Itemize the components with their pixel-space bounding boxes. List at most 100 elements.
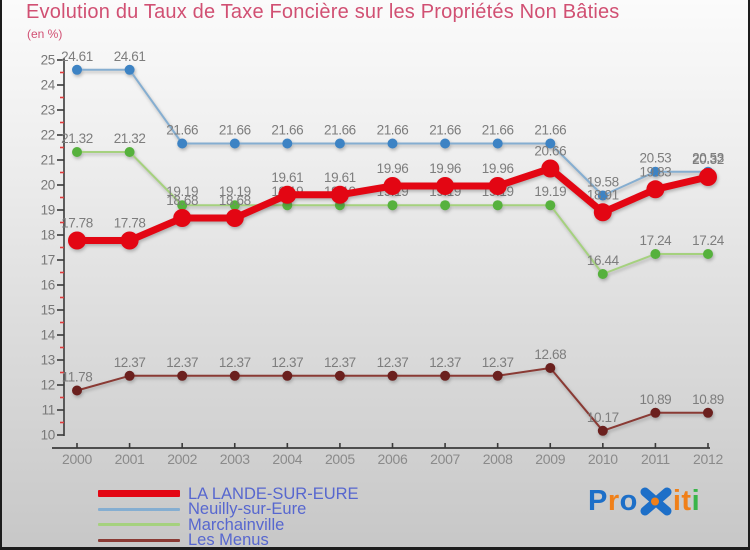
data-label: 20.66 bbox=[534, 144, 566, 159]
x-tick-label: 2009 bbox=[535, 451, 565, 467]
data-label: 19.96 bbox=[377, 161, 409, 176]
y-tick-label: 11 bbox=[42, 403, 55, 418]
y-tick-label: 19 bbox=[41, 203, 55, 218]
data-point bbox=[440, 138, 451, 149]
data-point bbox=[282, 138, 293, 149]
data-label: 17.78 bbox=[61, 216, 93, 231]
data-point bbox=[334, 138, 345, 149]
data-label: 12.37 bbox=[377, 355, 409, 370]
data-point bbox=[120, 231, 139, 250]
data-point bbox=[68, 231, 86, 250]
data-point bbox=[229, 370, 240, 381]
data-label: 19.96 bbox=[482, 161, 514, 176]
logo-letter: P bbox=[588, 485, 608, 517]
data-point bbox=[229, 200, 240, 211]
legend-label: Neuilly-sur-Eure bbox=[188, 500, 307, 518]
data-label: 20.32 bbox=[692, 152, 724, 167]
data-point bbox=[650, 249, 661, 259]
data-point bbox=[650, 407, 661, 418]
data-point bbox=[650, 166, 661, 177]
logo-letter: i bbox=[672, 485, 682, 517]
series-labels-neuilly-sur-eure: 24.61 24.61 21.66 21.66 21.66 21.66 21.66 21.66… bbox=[61, 49, 724, 190]
x-tick-label: 2006 bbox=[378, 451, 408, 467]
data-point bbox=[545, 200, 556, 211]
data-label: 12.68 bbox=[534, 347, 566, 362]
data-point bbox=[597, 190, 608, 201]
data-label: 21.66 bbox=[482, 123, 514, 138]
data-point bbox=[124, 64, 135, 75]
page-title: Evolution du Taux de Taxe Foncière sur l… bbox=[26, 1, 620, 23]
data-point bbox=[383, 177, 402, 195]
x-axis: 2000 2001 2002 2003 2004 2005 2006 2007 2008 2009… bbox=[52, 443, 724, 467]
legend-item-les-menus: Les Menus bbox=[98, 532, 359, 548]
data-point bbox=[703, 249, 713, 259]
data-point bbox=[177, 370, 188, 381]
data-point bbox=[387, 138, 398, 149]
data-label: 18.68 bbox=[219, 193, 251, 208]
logo-letter: o bbox=[619, 485, 638, 517]
data-point bbox=[173, 209, 192, 227]
data-point bbox=[278, 185, 297, 204]
data-label: 24.61 bbox=[114, 49, 146, 64]
x-tick-label: 2008 bbox=[483, 451, 513, 467]
data-point bbox=[387, 200, 398, 211]
data-label: 19.96 bbox=[429, 161, 461, 176]
y-tick-label: 18 bbox=[41, 228, 55, 243]
x-tick-label: 2010 bbox=[588, 451, 618, 467]
data-label: 21.66 bbox=[219, 123, 251, 138]
series-la-lande-sur-eure bbox=[68, 159, 717, 250]
data-label: 18.68 bbox=[166, 193, 198, 208]
logo-letter: r bbox=[607, 485, 620, 517]
y-tick-label: 12 bbox=[41, 378, 55, 393]
data-point bbox=[699, 168, 717, 186]
series-neuilly-sur-eure bbox=[72, 64, 713, 201]
series-les-menus bbox=[72, 363, 713, 436]
y-tick-label: 23 bbox=[41, 103, 55, 118]
x-tick-label: 2007 bbox=[430, 451, 460, 467]
line-chart: 10 11 12 13 14 15 16 17 18 19 20 21 22 23 24 25 2000 2001… bbox=[41, 49, 726, 467]
data-label: 21.66 bbox=[377, 123, 409, 138]
y-axis: 10 11 12 13 14 15 16 17 18 19 20 21 22 23 24 25 bbox=[41, 53, 65, 443]
data-point bbox=[225, 209, 244, 227]
data-point bbox=[646, 180, 665, 199]
data-label: 19.61 bbox=[271, 170, 303, 185]
data-label: 24.61 bbox=[61, 49, 93, 64]
y-tick-label: 14 bbox=[41, 328, 56, 343]
legend-item-la-lande-sur-eure: LA LANDE-SUR-EURE bbox=[98, 484, 359, 503]
legend-label: Marchainville bbox=[188, 515, 285, 534]
legend-item-marchainville: Marchainville bbox=[98, 515, 359, 534]
logo-letter: t bbox=[681, 485, 692, 517]
chart-legend: LA LANDE-SUR-EURE Neuilly-sur-Eure Marchai… bbox=[98, 484, 359, 548]
data-point bbox=[492, 138, 503, 149]
data-point bbox=[545, 363, 556, 373]
legend-item-neuilly-sur-eure: Neuilly-sur-Eure bbox=[98, 500, 359, 518]
data-label: 20.53 bbox=[692, 151, 724, 166]
data-point bbox=[282, 370, 293, 381]
logo-x-icon bbox=[640, 487, 672, 516]
data-point bbox=[593, 203, 612, 222]
y-tick-label: 10 bbox=[41, 428, 55, 443]
data-label: 19.61 bbox=[324, 170, 356, 185]
data-point bbox=[334, 370, 345, 381]
data-label: 12.37 bbox=[219, 355, 251, 370]
data-label: 21.66 bbox=[271, 123, 303, 138]
legend-label: LA LANDE-SUR-EURE bbox=[188, 484, 359, 503]
data-label: 19.58 bbox=[587, 175, 619, 190]
x-tick-label: 2005 bbox=[325, 451, 355, 467]
data-point bbox=[488, 177, 507, 195]
y-tick-label: 17 bbox=[41, 253, 55, 268]
y-tick-label: 22 bbox=[41, 128, 55, 143]
data-point bbox=[124, 370, 135, 381]
data-point bbox=[177, 200, 188, 211]
data-point bbox=[124, 147, 135, 157]
data-label: 21.66 bbox=[429, 123, 461, 138]
x-tick-label: 2011 bbox=[641, 451, 670, 467]
data-label: 12.37 bbox=[166, 355, 198, 370]
data-point bbox=[703, 407, 713, 418]
series-marchainville bbox=[72, 147, 713, 279]
data-point bbox=[492, 370, 503, 381]
logo-letter: i bbox=[691, 485, 701, 517]
y-tick-label: 21 bbox=[41, 153, 55, 168]
y-tick-label: 16 bbox=[41, 278, 55, 293]
